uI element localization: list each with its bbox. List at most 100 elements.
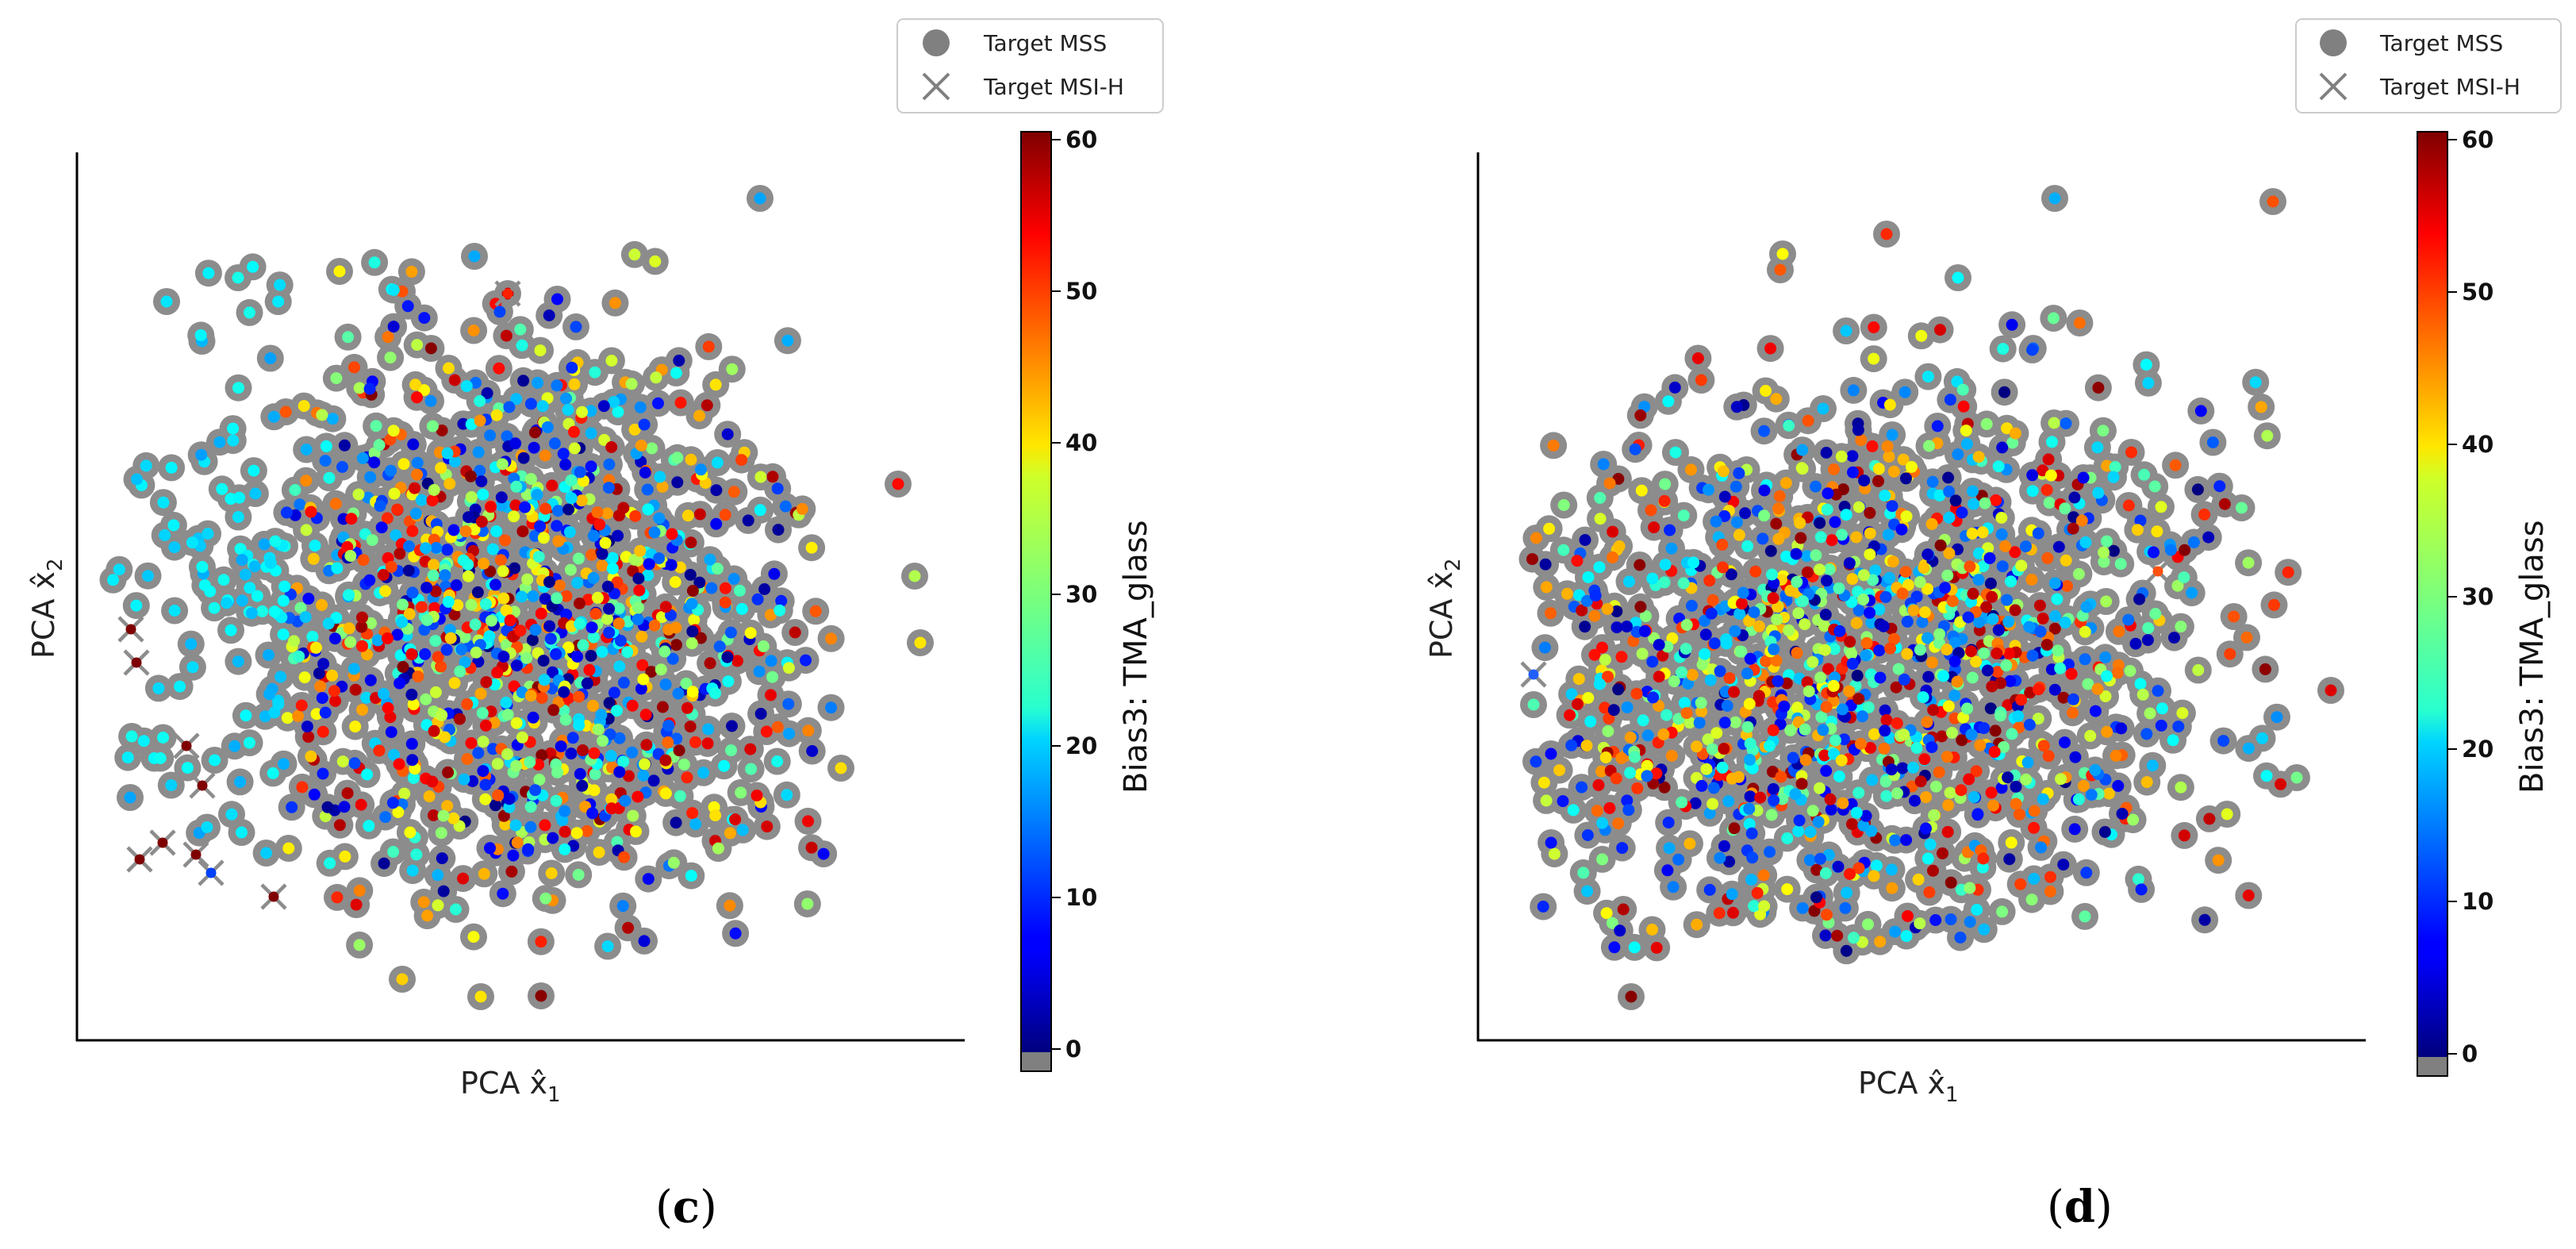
mss-point [420,614,433,626]
mss-point [725,744,737,757]
mss-point [589,366,601,379]
mss-point [2152,685,2164,698]
mss-point [535,990,547,1002]
mss-point [1970,765,1983,778]
mss-point [1934,539,1947,551]
mss-point [539,819,551,832]
mss-point [419,648,432,660]
mss-point [2167,734,2179,747]
mss-point [385,464,397,477]
mss-point [1864,742,1877,754]
mss-point [522,843,535,855]
mss-point [642,873,655,886]
mss-point [500,696,513,709]
mss-point [363,382,376,395]
mss-point [124,791,136,804]
mss-point [356,611,368,624]
mss-point [402,564,415,577]
mss-point [585,548,598,561]
mss-point [390,529,402,541]
mss-point [702,723,715,736]
mss-point [1757,869,1770,882]
mss-point [279,405,292,418]
mss-point [548,437,561,450]
mss-point [1696,659,1709,671]
mss-point [448,455,461,468]
mss-point [307,552,320,565]
mss-point [766,471,779,483]
mss-point [543,576,555,588]
mss-point [643,558,655,571]
mss-point [835,762,847,774]
mss-point [524,473,537,486]
mss-point [680,678,693,690]
mss-point [437,885,450,897]
mss-point [2006,436,2019,449]
mss-point [2140,776,2153,789]
mss-point [685,536,697,549]
mss-point [1600,907,1613,920]
mss-point [587,571,600,584]
mss-point [2175,781,2187,794]
mss-point [1865,617,1878,629]
mss-point [524,801,537,813]
mss-point [751,593,764,605]
mss-point [388,748,400,761]
mss-point [398,787,411,800]
mss-point [559,458,572,471]
mss-point [713,640,726,653]
mss-point [472,655,485,668]
mss-point [637,769,650,782]
mss-point [1607,525,1619,538]
mss-point [1886,500,1898,513]
mss-point [801,897,814,910]
mss-point [585,405,597,417]
mss-point [2113,625,2125,638]
mss-point [458,773,470,786]
colorbar-tick-label: 30 [1065,581,1097,608]
mss-point [491,758,504,771]
mss-point [689,817,702,830]
msih-point [123,649,150,676]
mss-point [1718,490,1731,503]
mss-point [329,498,342,510]
mss-point [1921,582,1934,595]
mss-point [336,461,348,473]
mss-point [635,440,647,452]
mss-point [196,560,209,573]
mss-point [497,809,510,822]
mss-point [499,534,512,547]
mss-point [490,525,503,537]
mss-point [1753,620,1765,632]
mss-point [263,688,276,701]
mss-point [551,379,563,392]
mss-point [409,507,422,520]
mss-point [2092,382,2105,394]
mss-point [765,689,777,701]
mss-point [387,321,400,333]
mss-point [1595,765,1607,778]
mss-point [1577,867,1590,879]
mss-point [363,574,376,586]
mss-point [1803,854,1816,867]
mss-point [300,475,313,487]
mss-point [1582,571,1595,583]
mss-point [289,484,301,496]
mss-point [662,719,675,732]
mss-point [612,617,625,630]
mss-point [1897,453,1910,466]
mss-point [655,663,667,676]
mss-point [448,677,461,690]
mss-point [564,563,577,576]
mss-point [781,334,794,347]
mss-point [319,810,332,823]
mss-point [1864,506,1876,519]
mss-point [319,455,332,467]
mss-point [559,713,572,726]
mss-point [436,709,448,721]
mss-point [1592,778,1605,791]
mss-point [353,884,366,897]
mss-point [686,686,699,698]
mss-point [685,637,698,650]
mss-point [474,990,487,1003]
